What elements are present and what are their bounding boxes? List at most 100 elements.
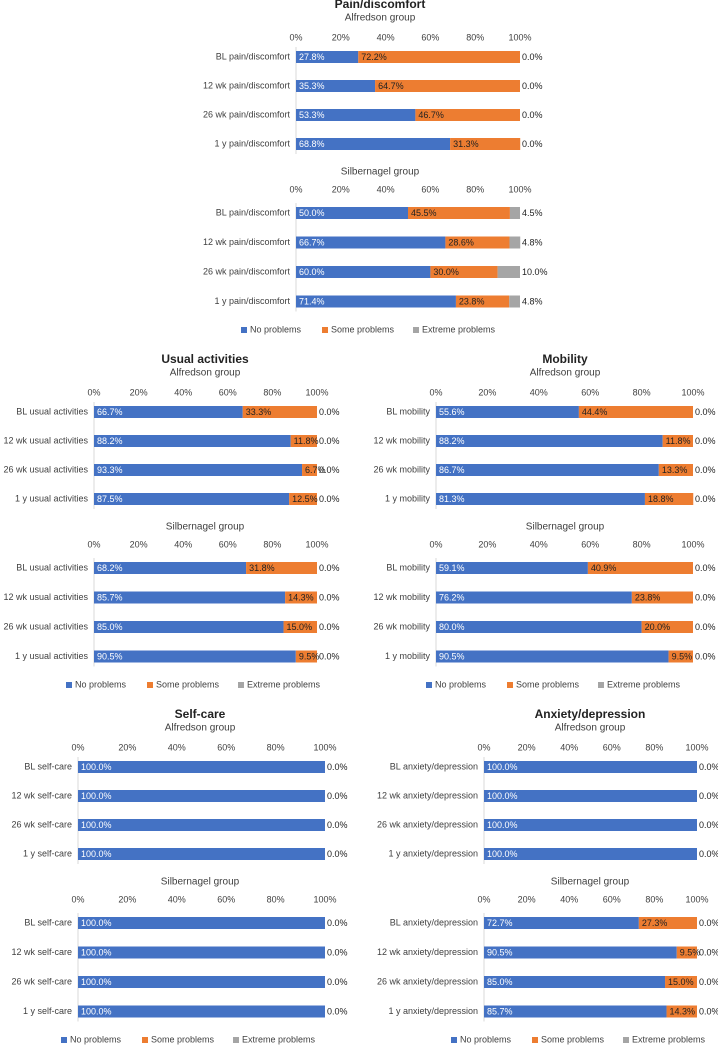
data-label: 12.5% bbox=[292, 494, 318, 504]
x-tick-label: 60% bbox=[421, 184, 439, 194]
x-tick-label: 80% bbox=[645, 894, 663, 904]
data-label: 93.3% bbox=[97, 465, 123, 475]
data-label: 88.2% bbox=[439, 436, 465, 446]
legend-swatch bbox=[61, 1037, 67, 1043]
category-label: 26 wk usual activities bbox=[3, 464, 88, 474]
data-label: 53.3% bbox=[299, 110, 325, 120]
data-label: 0.0% bbox=[695, 407, 716, 417]
x-tick-label: 0% bbox=[71, 894, 84, 904]
legend-label: Some problems bbox=[331, 324, 395, 334]
bar-segment bbox=[450, 138, 521, 150]
x-tick-label: 20% bbox=[332, 32, 350, 42]
x-tick-label: 60% bbox=[603, 742, 621, 752]
data-label: 0.0% bbox=[327, 791, 348, 801]
bar-segment bbox=[484, 761, 697, 773]
bar-segment bbox=[94, 406, 243, 418]
bar-segment bbox=[455, 295, 510, 308]
bar-segment bbox=[436, 406, 579, 418]
data-label: 90.5% bbox=[439, 651, 465, 661]
data-label: 11.8% bbox=[666, 436, 691, 446]
data-label: 55.6% bbox=[439, 407, 465, 417]
data-label: 68.2% bbox=[97, 563, 123, 573]
data-label: 18.8% bbox=[648, 494, 674, 504]
x-tick-label: 60% bbox=[603, 894, 621, 904]
group-subtitle: Silbernagel group bbox=[161, 877, 240, 888]
x-tick-label: 20% bbox=[118, 742, 136, 752]
bar-segment bbox=[296, 138, 451, 150]
bar-segment bbox=[638, 917, 697, 929]
legend-swatch bbox=[426, 682, 432, 688]
category-label: 26 wk anxiety/depression bbox=[377, 976, 478, 986]
data-label: 4.5% bbox=[522, 208, 543, 218]
bar-segment bbox=[285, 591, 317, 604]
x-tick-label: 40% bbox=[174, 539, 192, 549]
data-label: 0.0% bbox=[695, 436, 716, 446]
data-label: 28.6% bbox=[448, 237, 474, 247]
bar-segment bbox=[578, 406, 693, 418]
bar-segment bbox=[78, 819, 325, 831]
data-label: 87.5% bbox=[97, 494, 123, 504]
legend-label: Extreme problems bbox=[247, 679, 321, 689]
x-tick-label: 20% bbox=[118, 894, 136, 904]
data-label: 72.2% bbox=[361, 52, 387, 62]
x-tick-label: 20% bbox=[130, 539, 148, 549]
bar-segment bbox=[94, 435, 291, 447]
x-tick-label: 0% bbox=[87, 387, 100, 397]
data-label: 4.8% bbox=[522, 296, 543, 306]
bar-segment bbox=[662, 435, 693, 447]
bar-segment bbox=[283, 621, 317, 633]
bar-segment bbox=[78, 1005, 325, 1018]
bar-segment bbox=[484, 917, 639, 929]
group-subtitle: Alfredson group bbox=[555, 723, 626, 734]
data-label: 0.0% bbox=[327, 849, 348, 859]
x-tick-label: 20% bbox=[478, 387, 496, 397]
chart-title: Pain/discomfort bbox=[335, 0, 426, 11]
data-label: 100.0% bbox=[81, 1006, 112, 1016]
data-label: 72.7% bbox=[487, 918, 513, 928]
bar-segment bbox=[484, 1005, 667, 1018]
bar-segment bbox=[484, 790, 697, 802]
group-subtitle: Silbernagel group bbox=[551, 877, 630, 888]
bar-segment bbox=[415, 109, 520, 121]
x-tick-label: 80% bbox=[633, 539, 651, 549]
bar-segment bbox=[497, 266, 520, 278]
category-label: 12 wk self-care bbox=[11, 790, 72, 800]
bar-segment bbox=[358, 51, 520, 63]
x-tick-label: 100% bbox=[313, 742, 336, 752]
category-label: 26 wk self-care bbox=[11, 819, 72, 829]
bar-segment bbox=[665, 976, 697, 988]
legend-swatch bbox=[147, 682, 153, 688]
data-label: 85.0% bbox=[97, 622, 123, 632]
bar-segment bbox=[676, 946, 697, 959]
legend-label: Some problems bbox=[516, 679, 580, 689]
data-label: 27.8% bbox=[299, 52, 325, 62]
data-label: 0.0% bbox=[327, 1006, 348, 1016]
legend-swatch bbox=[598, 682, 604, 688]
data-label: 85.7% bbox=[487, 1006, 513, 1016]
x-tick-label: 0% bbox=[71, 742, 84, 752]
legend-swatch bbox=[507, 682, 513, 688]
x-tick-label: 60% bbox=[219, 539, 237, 549]
bar-segment bbox=[430, 266, 498, 278]
legend-label: No problems bbox=[250, 324, 302, 334]
data-label: 86.7% bbox=[439, 465, 465, 475]
data-label: 23.8% bbox=[635, 592, 661, 602]
chart-title: Anxiety/depression bbox=[535, 707, 646, 721]
x-tick-label: 60% bbox=[581, 539, 599, 549]
x-tick-label: 40% bbox=[530, 539, 548, 549]
bar-segment bbox=[484, 848, 697, 860]
data-label: 14.3% bbox=[288, 592, 314, 602]
bar-segment bbox=[78, 848, 325, 860]
data-label: 11.8% bbox=[294, 436, 319, 446]
bar-segment bbox=[296, 266, 431, 278]
bar-segment bbox=[445, 236, 510, 249]
data-label: 0.0% bbox=[699, 820, 718, 830]
bar-segment bbox=[78, 917, 325, 929]
x-tick-label: 20% bbox=[130, 387, 148, 397]
data-label: 0.0% bbox=[319, 494, 340, 504]
legend-label: No problems bbox=[70, 1034, 122, 1044]
x-tick-label: 40% bbox=[168, 894, 186, 904]
data-label: 0.0% bbox=[699, 1006, 718, 1016]
bar-segment bbox=[290, 435, 317, 447]
data-label: 0.0% bbox=[522, 139, 543, 149]
